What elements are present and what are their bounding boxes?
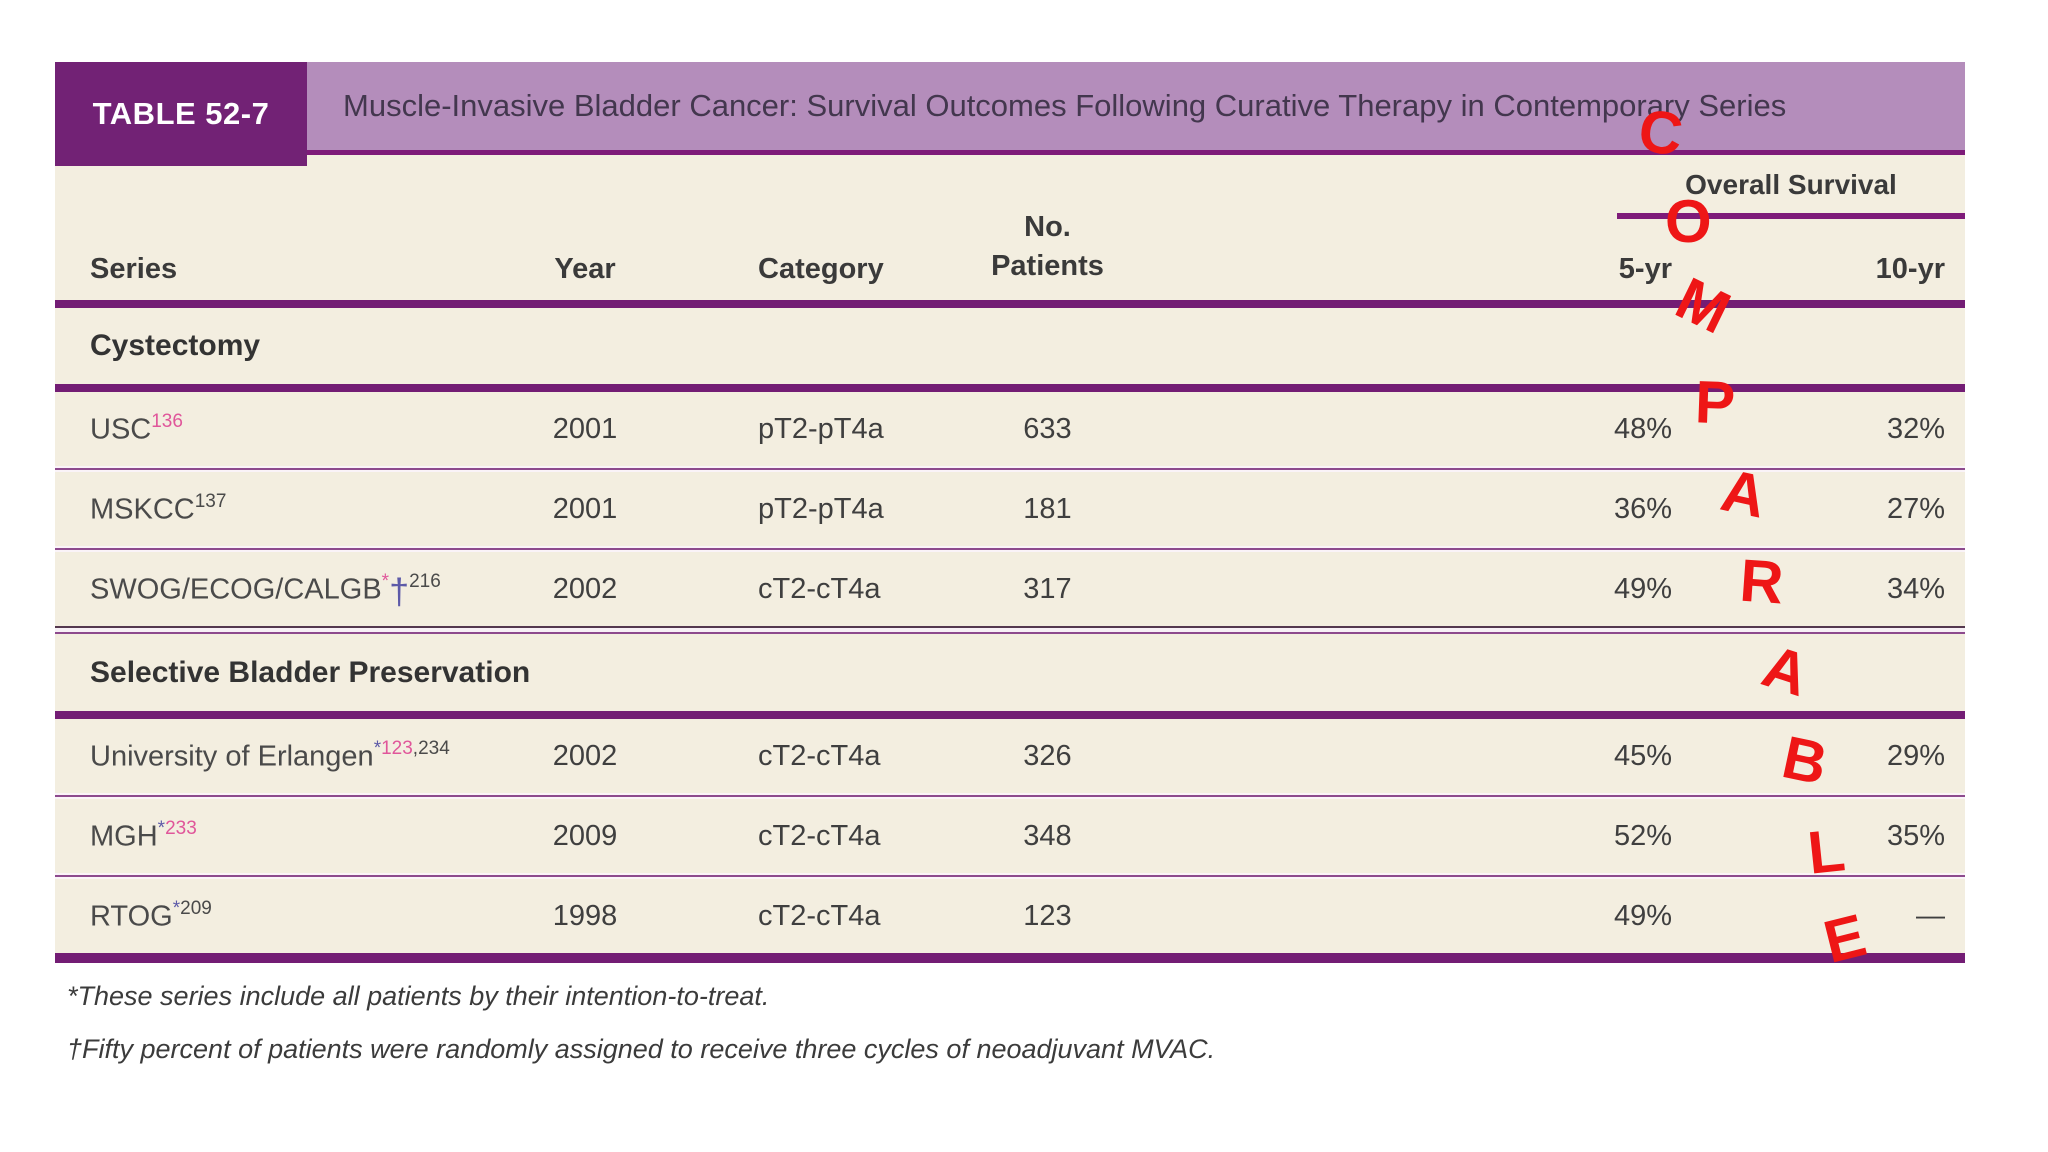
table-title: Muscle-Invasive Bladder Cancer: Survival…	[343, 88, 1787, 123]
year-cell: 2009	[552, 819, 618, 852]
column-header-5yr: 5-yr	[1618, 253, 1672, 285]
divider	[55, 711, 1965, 719]
column-header-patients-line1: No.	[1024, 210, 1071, 243]
column-header-series: Series	[90, 253, 178, 285]
year-cell: 1998	[552, 899, 618, 932]
superscript-ref: 137	[194, 490, 227, 512]
table-header-row: Overall Survival Series Year Category No…	[55, 155, 1965, 300]
year-cell: 2001	[552, 492, 618, 525]
footnote-dagger: †Fifty percent of patients were randomly…	[67, 1034, 1216, 1064]
table-row: SWOG/ECOG/CALGB*†216 2002 cT2-cT4a 317 4…	[55, 552, 1965, 626]
os-10yr-cell: 32%	[1886, 412, 1945, 445]
os-5yr-cell: 49%	[1613, 572, 1672, 605]
os-5yr-cell: 49%	[1613, 899, 1672, 932]
superscript-ref: 233	[165, 817, 197, 839]
divider	[55, 953, 1965, 963]
table-number-label: TABLE 52-7	[92, 96, 270, 131]
divider	[55, 793, 1965, 799]
overlay-letter: R	[1737, 546, 1786, 617]
superscript-ref: 209	[180, 897, 212, 919]
superscript-ref: *	[373, 737, 382, 759]
table-row: USC136 2001 pT2-pT4a 633 48% 32%	[55, 392, 1965, 466]
column-header-category: Category	[758, 253, 884, 285]
series-name-text: MGH	[90, 820, 158, 853]
series-cell: SWOG/ECOG/CALGB*†216	[55, 570, 525, 609]
patients-cell: 317	[1023, 572, 1072, 605]
os-10yr-cell: 29%	[1886, 739, 1945, 772]
column-header-year: Year	[554, 253, 616, 285]
overlay-letter: L	[1804, 816, 1849, 887]
overlay-letter: O	[1665, 188, 1712, 255]
overlay-letter: P	[1693, 368, 1737, 437]
category-cell: cT2-cT4a	[758, 572, 881, 605]
os-5yr-cell: 52%	[1613, 819, 1672, 852]
patients-cell: 123	[1023, 899, 1072, 932]
category-cell: pT2-pT4a	[758, 492, 884, 525]
superscript-ref: 123	[381, 737, 413, 759]
year-cell: 2002	[552, 572, 618, 605]
superscript-ref: *	[381, 570, 390, 592]
os-10yr-cell: 34%	[1886, 572, 1945, 605]
divider	[55, 300, 1965, 308]
table-row: RTOG*209 1998 cT2-cT4a 123 49% —	[55, 879, 1965, 953]
divider	[55, 466, 1965, 472]
superscript-ref: *	[157, 817, 166, 839]
column-header-10yr: 10-yr	[1875, 253, 1945, 285]
series-cell: MSKCC137	[55, 490, 525, 527]
patients-cell: 348	[1023, 819, 1072, 852]
footnotes: *These series include all patients by th…	[55, 981, 1965, 1065]
overall-survival-span-header: Overall Survival	[1617, 169, 1965, 219]
table-row: MSKCC137 2001 pT2-pT4a 181 36% 27%	[55, 472, 1965, 546]
os-5yr-cell: 36%	[1613, 492, 1672, 525]
series-name-text: University of Erlangen	[90, 740, 374, 773]
os-10yr-cell: 35%	[1886, 819, 1945, 852]
superscript-ref: 136	[151, 410, 183, 432]
series-name-text: RTOG	[90, 900, 173, 933]
series-cell: University of Erlangen*123,234	[55, 737, 525, 774]
os-5yr-cell: 45%	[1613, 739, 1672, 772]
category-cell: cT2-cT4a	[758, 819, 881, 852]
superscript-ref: 216	[409, 570, 441, 592]
category-cell: cT2-cT4a	[758, 739, 881, 772]
footnote-asterisk: *These series include all patients by th…	[67, 981, 770, 1011]
series-cell: MGH*233	[55, 817, 525, 854]
superscript-ref: *	[172, 897, 181, 919]
category-cell: pT2-pT4a	[758, 412, 884, 445]
os-10yr-cell: 27%	[1886, 492, 1945, 525]
superscript-ref: †	[389, 570, 410, 612]
table-number-badge: TABLE 52-7	[55, 62, 307, 166]
table-row: University of Erlangen*123,234 2002 cT2-…	[55, 719, 1965, 793]
column-header-patients-line2: Patients	[991, 249, 1104, 282]
survival-outcomes-table: TABLE 52-7 Muscle-Invasive Bladder Cance…	[55, 62, 1965, 1087]
overlay-letter: C	[1634, 96, 1687, 169]
series-name-text: USC	[90, 413, 152, 446]
os-5yr-cell: 48%	[1613, 412, 1672, 445]
divider	[55, 873, 1965, 879]
os-10yr-cell: —	[1916, 899, 1945, 932]
divider	[55, 626, 1965, 635]
series-name-text: MSKCC	[90, 493, 195, 526]
table-title-band: TABLE 52-7 Muscle-Invasive Bladder Cance…	[55, 62, 1965, 166]
superscript-ref: ,234	[412, 737, 450, 759]
year-cell: 2002	[552, 739, 618, 772]
column-header-patients: No. Patients	[985, 208, 1110, 286]
series-cell: RTOG*209	[55, 897, 525, 934]
divider	[55, 384, 1965, 392]
year-cell: 2001	[552, 412, 618, 445]
divider	[55, 546, 1965, 552]
patients-cell: 181	[1023, 492, 1072, 525]
patients-cell: 633	[1023, 412, 1072, 445]
table-row: MGH*233 2009 cT2-cT4a 348 52% 35%	[55, 799, 1965, 873]
section-header-cystectomy: Cystectomy	[55, 308, 1965, 384]
series-name-text: SWOG/ECOG/CALGB	[90, 573, 382, 606]
series-cell: USC136	[55, 410, 525, 447]
section-header-bladder-preservation: Selective Bladder Preservation	[55, 635, 1965, 711]
patients-cell: 326	[1023, 739, 1072, 772]
category-cell: cT2-cT4a	[758, 899, 881, 932]
